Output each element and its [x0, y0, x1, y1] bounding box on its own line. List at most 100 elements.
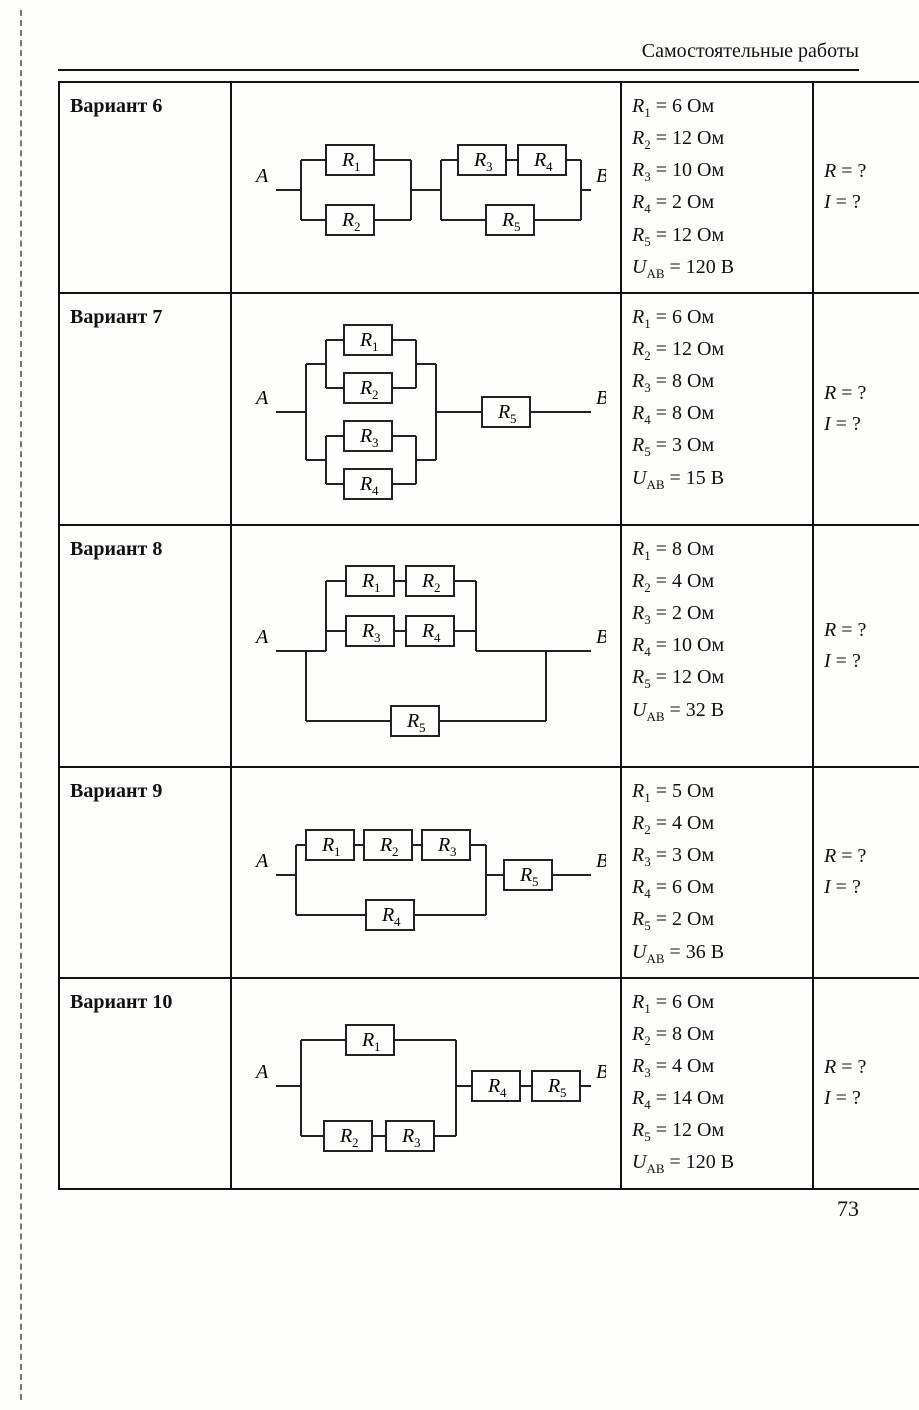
- resistor-sub: 2: [352, 1135, 359, 1150]
- resistor-label: R: [361, 620, 374, 642]
- given-line: R4 = 10 Ом: [632, 630, 802, 662]
- variant-title: Вариант 6: [59, 82, 231, 293]
- given-line: R1 = 8 Ом: [632, 534, 802, 566]
- resistor-sub: 2: [372, 387, 379, 402]
- terminal-label: A: [254, 165, 269, 187]
- resistor-sub: 3: [414, 1135, 421, 1150]
- ask-cell: R = ?I = ?: [813, 978, 919, 1189]
- variant-row: Вариант 7R1R2R3R4R5ABR1 = 6 ОмR2 = 12 Ом…: [59, 293, 919, 525]
- given-line: R1 = 6 Ом: [632, 302, 802, 334]
- given-line: R4 = 6 Ом: [632, 872, 802, 904]
- circuit-cell: R1R2R3R4R5AB: [231, 767, 621, 978]
- resistor-sub: 1: [374, 1039, 381, 1054]
- terminal-label: A: [254, 626, 269, 648]
- ask-line: I = ?: [824, 187, 919, 218]
- given-line: UAB = 120 В: [632, 1147, 802, 1179]
- given-line: R4 = 2 Ом: [632, 187, 802, 219]
- terminal-label: B: [596, 165, 606, 187]
- terminal-label: A: [254, 1061, 269, 1083]
- ask-line: R = ?: [824, 1052, 919, 1083]
- resistor-sub: 4: [372, 483, 379, 498]
- ask-line: I = ?: [824, 409, 919, 440]
- ask-cell: R = ?I = ?: [813, 767, 919, 978]
- circuit-cell: R1R2R3R4R5AB: [231, 82, 621, 293]
- resistor-sub: 4: [500, 1085, 507, 1100]
- variant-title: Вариант 8: [59, 525, 231, 767]
- circuit-cell: R1R2R3R4R5AB: [231, 525, 621, 767]
- ask-line: R = ?: [824, 378, 919, 409]
- given-line: R2 = 12 Ом: [632, 334, 802, 366]
- given-line: R5 = 3 Ом: [632, 430, 802, 462]
- circuit-diagram: R1R2R3R4R5AB: [246, 112, 606, 262]
- resistor-sub: 4: [394, 914, 401, 929]
- terminal-label: B: [596, 626, 606, 648]
- given-line: R2 = 4 Ом: [632, 566, 802, 598]
- resistor-sub: 2: [434, 580, 441, 595]
- resistor-sub: 5: [514, 219, 521, 234]
- given-line: R5 = 12 Ом: [632, 1115, 802, 1147]
- terminal-label: B: [596, 850, 606, 872]
- given-line: R5 = 12 Ом: [632, 220, 802, 252]
- resistor-label: R: [406, 710, 419, 732]
- terminal-label: B: [596, 1061, 606, 1083]
- given-line: R1 = 6 Ом: [632, 91, 802, 123]
- resistor-label: R: [381, 904, 394, 926]
- resistor-label: R: [437, 834, 450, 856]
- ask-cell: R = ?I = ?: [813, 82, 919, 293]
- ask-line: I = ?: [824, 1083, 919, 1114]
- resistor-sub: 4: [546, 159, 553, 174]
- resistor-label: R: [339, 1125, 352, 1147]
- given-line: R2 = 12 Ом: [632, 123, 802, 155]
- terminal-label: A: [254, 387, 269, 409]
- circuit-diagram: R1R2R3R4R5AB: [246, 304, 606, 514]
- resistor-label: R: [487, 1075, 500, 1097]
- given-line: UAB = 15 В: [632, 463, 802, 495]
- given-line: UAB = 120 В: [632, 252, 802, 284]
- resistor-sub: 3: [486, 159, 493, 174]
- variant-row: Вариант 6R1R2R3R4R5ABR1 = 6 ОмR2 = 12 Ом…: [59, 82, 919, 293]
- resistor-sub: 3: [450, 844, 457, 859]
- resistor-label: R: [359, 377, 372, 399]
- variant-row: Вариант 10R1R2R3R4R5ABR1 = 6 ОмR2 = 8 Ом…: [59, 978, 919, 1189]
- resistor-label: R: [519, 864, 532, 886]
- variants-table: Вариант 6R1R2R3R4R5ABR1 = 6 ОмR2 = 12 Ом…: [58, 81, 919, 1190]
- given-line: R5 = 12 Ом: [632, 662, 802, 694]
- given-line: R3 = 8 Ом: [632, 366, 802, 398]
- page: Самостоятельные работы Вариант 6R1R2R3R4…: [0, 0, 919, 1410]
- given-line: R1 = 5 Ом: [632, 776, 802, 808]
- variant-title: Вариант 10: [59, 978, 231, 1189]
- resistor-label: R: [401, 1125, 414, 1147]
- given-cell: R1 = 6 ОмR2 = 8 ОмR3 = 4 ОмR4 = 14 ОмR5 …: [621, 978, 813, 1189]
- ask-line: R = ?: [824, 156, 919, 187]
- resistor-label: R: [421, 570, 434, 592]
- given-line: R3 = 4 Ом: [632, 1051, 802, 1083]
- resistor-sub: 1: [354, 159, 361, 174]
- ask-line: R = ?: [824, 841, 919, 872]
- circuit-diagram: R1R2R3R4R5AB: [246, 998, 606, 1168]
- circuit-diagram: R1R2R3R4R5AB: [246, 536, 606, 756]
- resistor-sub: 5: [560, 1085, 567, 1100]
- resistor-label: R: [341, 149, 354, 171]
- resistor-sub: 1: [372, 339, 379, 354]
- resistor-label: R: [361, 1029, 374, 1051]
- given-line: R4 = 14 Ом: [632, 1083, 802, 1115]
- resistor-sub: 5: [419, 720, 426, 735]
- binding-dashes: [20, 10, 22, 1400]
- given-line: R4 = 8 Ом: [632, 398, 802, 430]
- page-number: 73: [58, 1196, 859, 1222]
- resistor-label: R: [359, 329, 372, 351]
- resistor-label: R: [547, 1075, 560, 1097]
- resistor-sub: 3: [372, 435, 379, 450]
- resistor-label: R: [321, 834, 334, 856]
- ask-cell: R = ?I = ?: [813, 293, 919, 525]
- ask-line: R = ?: [824, 615, 919, 646]
- resistor-sub: 3: [374, 630, 381, 645]
- given-cell: R1 = 6 ОмR2 = 12 ОмR3 = 8 ОмR4 = 8 ОмR5 …: [621, 293, 813, 525]
- resistor-sub: 5: [532, 874, 539, 889]
- given-line: R2 = 4 Ом: [632, 808, 802, 840]
- resistor-label: R: [379, 834, 392, 856]
- variant-row: Вариант 9R1R2R3R4R5ABR1 = 5 ОмR2 = 4 ОмR…: [59, 767, 919, 978]
- resistor-label: R: [341, 209, 354, 231]
- given-line: R2 = 8 Ом: [632, 1019, 802, 1051]
- terminal-label: B: [596, 387, 606, 409]
